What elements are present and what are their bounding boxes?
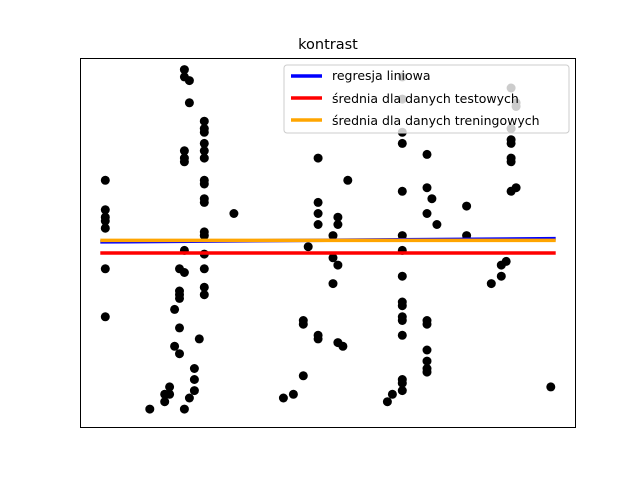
data-point bbox=[199, 153, 209, 163]
data-point bbox=[165, 382, 175, 392]
legend: regresja liniowa średnia dla danych test… bbox=[283, 64, 570, 134]
data-point bbox=[278, 393, 288, 403]
data-point bbox=[199, 264, 209, 274]
chart-title: kontrast bbox=[298, 37, 358, 53]
data-point bbox=[397, 386, 407, 396]
data-point bbox=[328, 231, 338, 241]
data-point bbox=[313, 197, 323, 207]
data-point bbox=[100, 264, 110, 274]
plot-frame bbox=[80, 58, 576, 428]
data-point bbox=[422, 183, 432, 193]
data-point bbox=[506, 135, 516, 145]
data-point bbox=[199, 116, 209, 126]
data-point bbox=[397, 271, 407, 281]
data-point bbox=[100, 312, 110, 322]
data-point bbox=[199, 227, 209, 237]
data-point bbox=[184, 76, 194, 86]
data-point bbox=[397, 186, 407, 196]
data-point bbox=[511, 183, 521, 193]
data-point bbox=[175, 349, 184, 359]
data-point bbox=[100, 216, 110, 226]
data-point bbox=[343, 175, 353, 185]
data-point bbox=[179, 153, 189, 163]
data-point bbox=[189, 386, 199, 396]
data-point bbox=[199, 282, 209, 292]
data-point bbox=[397, 297, 407, 307]
data-point bbox=[170, 341, 180, 351]
data-point bbox=[333, 260, 343, 270]
data-point bbox=[427, 194, 437, 204]
data-point bbox=[328, 279, 338, 289]
data-point bbox=[100, 175, 110, 185]
data-point bbox=[432, 220, 442, 229]
data-point bbox=[313, 220, 323, 229]
legend-box bbox=[283, 64, 570, 134]
data-point bbox=[387, 389, 397, 399]
data-point bbox=[199, 146, 209, 156]
data-point bbox=[546, 382, 556, 392]
data-point bbox=[179, 65, 189, 75]
data-point bbox=[422, 345, 432, 355]
legend-label-test-mean: średnia dla danych testowych bbox=[332, 91, 519, 106]
data-point bbox=[100, 205, 110, 215]
data-point bbox=[303, 242, 313, 252]
series-lines bbox=[100, 236, 556, 255]
data-point bbox=[397, 312, 407, 322]
data-point bbox=[496, 271, 506, 281]
data-point bbox=[175, 323, 184, 333]
data-point bbox=[422, 364, 432, 373]
data-point bbox=[175, 290, 184, 300]
data-point bbox=[298, 371, 308, 381]
data-point bbox=[422, 209, 432, 218]
data-point bbox=[189, 375, 199, 384]
data-point bbox=[100, 223, 110, 233]
data-point bbox=[229, 209, 239, 218]
data-point bbox=[199, 124, 209, 134]
data-point bbox=[199, 175, 209, 185]
data-point bbox=[184, 98, 194, 108]
data-point bbox=[199, 290, 209, 300]
data-point bbox=[397, 375, 407, 384]
legend-label-regression: regresja liniowa bbox=[332, 68, 431, 83]
data-point bbox=[313, 153, 323, 163]
data-point bbox=[328, 253, 338, 263]
data-point bbox=[165, 389, 175, 399]
data-point bbox=[199, 138, 209, 148]
data-point bbox=[462, 201, 472, 211]
data-point bbox=[145, 404, 155, 414]
data-point bbox=[501, 256, 511, 266]
data-point bbox=[170, 304, 180, 314]
data-point bbox=[179, 146, 189, 156]
legend-label-train-mean: średnia dla danych treningowych bbox=[332, 113, 540, 128]
data-point bbox=[298, 319, 308, 329]
data-point bbox=[179, 268, 189, 277]
data-point bbox=[486, 279, 496, 289]
data-point bbox=[184, 393, 194, 403]
data-point bbox=[179, 404, 189, 414]
data-point bbox=[313, 330, 323, 340]
data-point bbox=[313, 209, 323, 218]
data-point bbox=[506, 157, 516, 167]
data-point bbox=[422, 356, 432, 366]
data-point bbox=[333, 212, 343, 222]
data-point bbox=[333, 220, 343, 229]
data-point bbox=[397, 231, 407, 241]
data-point bbox=[382, 397, 392, 407]
data-point bbox=[199, 197, 209, 207]
data-point bbox=[288, 389, 298, 399]
data-point bbox=[338, 341, 348, 351]
scatter-points bbox=[100, 65, 556, 414]
data-point bbox=[194, 334, 204, 344]
data-point bbox=[397, 330, 407, 340]
data-point bbox=[189, 364, 199, 373]
data-point bbox=[422, 316, 432, 325]
data-point bbox=[160, 397, 170, 407]
data-point bbox=[397, 138, 407, 148]
data-point bbox=[422, 149, 432, 159]
